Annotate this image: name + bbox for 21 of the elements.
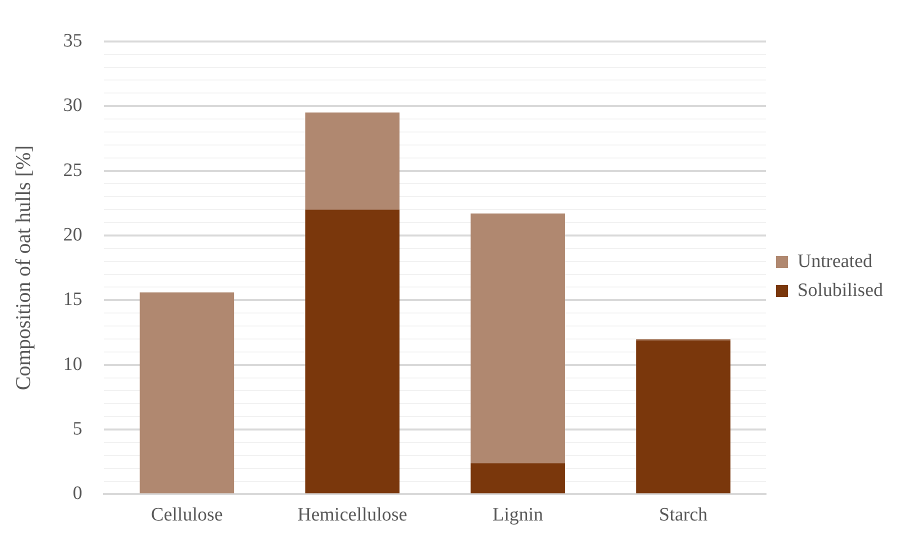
x-tick-label: Hemicellulose (297, 504, 408, 526)
y-tick-label: 10 (63, 354, 82, 375)
y-tick-label: 15 (63, 289, 82, 310)
legend-label: Solubilised (797, 280, 884, 301)
bar (305, 112, 400, 210)
y-tick-label: 5 (72, 418, 82, 440)
bar (636, 340, 730, 494)
y-tick-label: 0 (72, 483, 82, 504)
y-tick-label: 25 (63, 160, 82, 181)
bar (470, 213, 565, 464)
bar (305, 210, 400, 494)
x-tick-label: Cellulose (151, 504, 223, 526)
y-tick-label: 30 (63, 95, 82, 116)
y-tick-label: 20 (63, 224, 82, 246)
bar (140, 292, 234, 494)
x-tick-label: Starch (658, 504, 708, 526)
bar (470, 463, 565, 494)
y-axis-title: Composition of oat hulls [%] (11, 145, 36, 390)
x-tick-label: Lignin (492, 504, 544, 526)
legend-label: Untreated (797, 250, 873, 272)
y-tick-label: 35 (63, 30, 82, 52)
